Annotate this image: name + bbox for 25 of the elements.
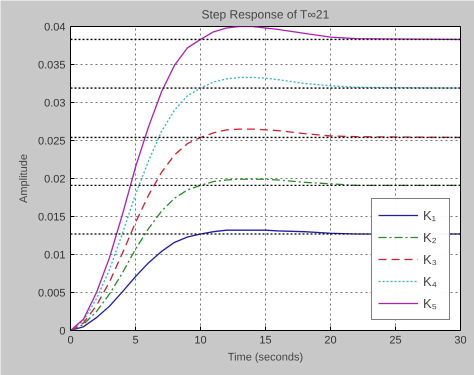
x-tick-label: 15 <box>259 334 272 346</box>
chart-title: Step Response of T∞21 <box>202 8 330 22</box>
y-tick-label: 0.01 <box>44 250 66 262</box>
legend-label: K₁ <box>423 208 438 222</box>
y-tick-label: 0.035 <box>38 60 66 72</box>
x-tick-label: 5 <box>132 334 139 346</box>
y-tick-label: 0.04 <box>44 22 66 34</box>
y-tick-label: 0.03 <box>44 98 66 110</box>
legend-label: K₅ <box>423 296 438 310</box>
legend-label: K₃ <box>423 252 438 266</box>
x-tick-label: 0 <box>67 334 74 346</box>
x-tick-label: 25 <box>389 334 402 346</box>
legend-label: K₄ <box>423 274 438 288</box>
y-tick-label: 0 <box>59 326 66 338</box>
y-axis-title: Amplitude <box>18 154 30 203</box>
line-series <box>70 26 460 330</box>
y-tick-label: 0.015 <box>38 212 66 224</box>
x-axis-title: Time (seconds) <box>228 352 304 364</box>
y-tick-label: 0.02 <box>44 174 66 186</box>
x-tick-label: 10 <box>194 334 207 346</box>
x-tick-label: 20 <box>324 334 337 346</box>
x-tick-label: 30 <box>454 334 467 346</box>
y-tick-label: 0.005 <box>38 288 66 300</box>
y-tick-label: 0.025 <box>38 136 66 148</box>
legend-label: K₂ <box>423 230 438 244</box>
